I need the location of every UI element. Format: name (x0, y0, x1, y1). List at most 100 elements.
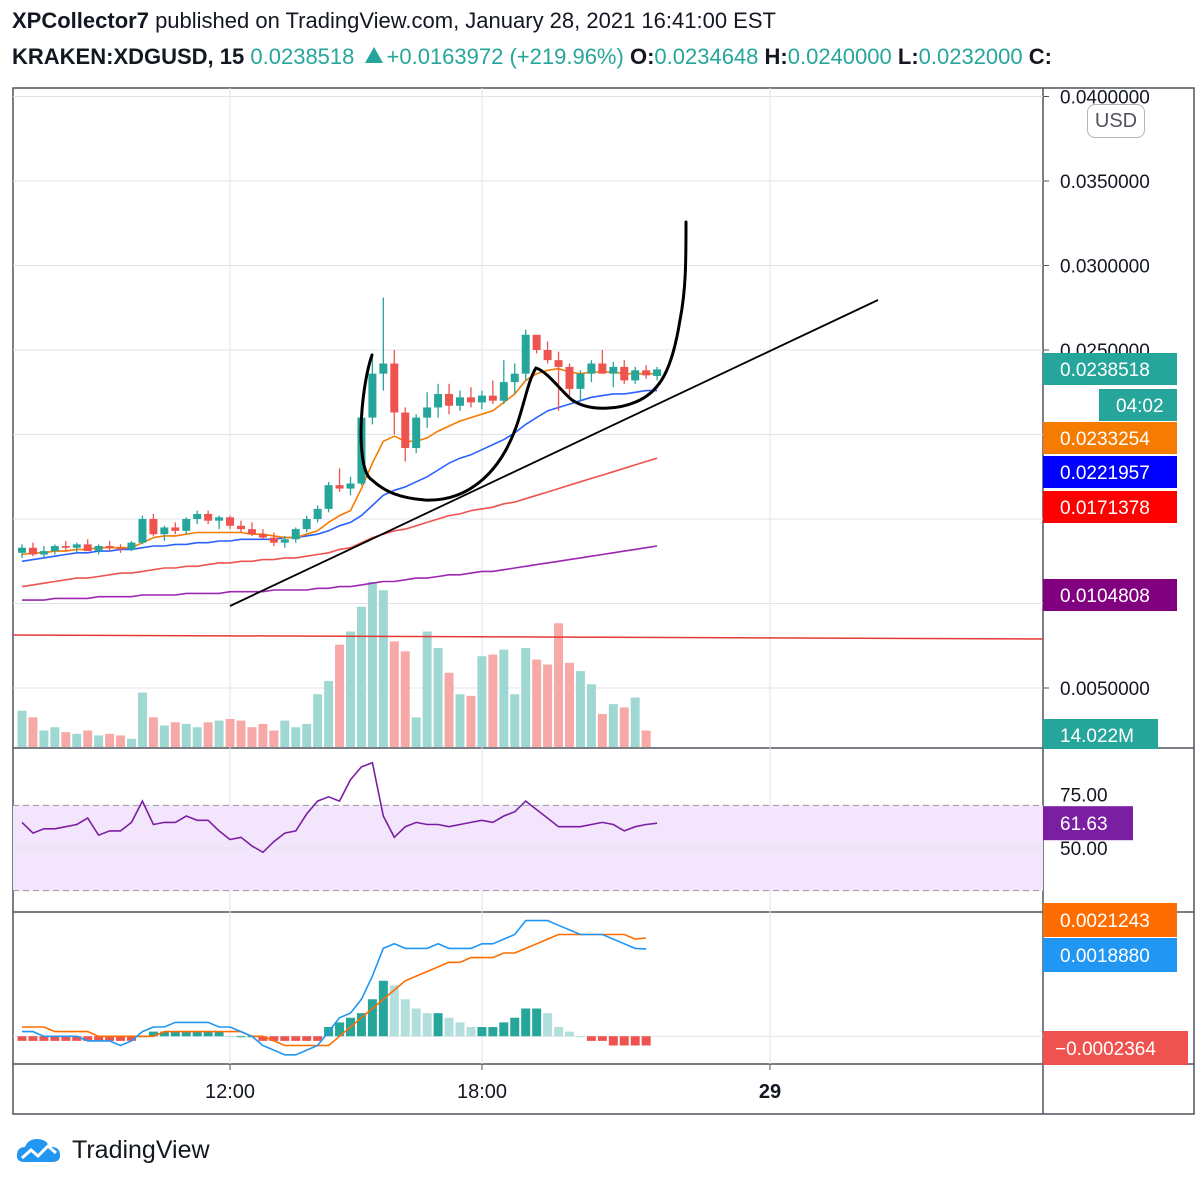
cup-handle-drawing (359, 220, 688, 502)
macd-histogram-bar (127, 1036, 136, 1041)
candle-body (477, 395, 486, 403)
macd-histogram-bar (466, 1027, 476, 1037)
macd-histogram-bar (477, 1027, 487, 1037)
candle-body (521, 334, 530, 374)
macd-histogram-bar (94, 1036, 104, 1041)
macd-histogram-bar (532, 1008, 542, 1037)
rsi-tick-label: 50.00 (1060, 839, 1108, 860)
volume-bar (466, 695, 476, 747)
volume-bar (444, 672, 454, 747)
macd-histogram-bar (105, 1036, 115, 1041)
volume-bar (170, 722, 180, 747)
high-label: H: (764, 44, 788, 69)
candle-body (565, 366, 574, 389)
volume-bar (302, 723, 312, 747)
chart-canvas[interactable]: 0.04000000.03500000.03000000.02500000.00… (0, 0, 1204, 1130)
candle-body (171, 527, 180, 531)
volume-bar (477, 656, 487, 747)
macd-histogram-bar (148, 1031, 158, 1037)
candle-body (346, 483, 355, 489)
open-label: O: (629, 44, 655, 69)
tradingview-logo-icon (16, 1139, 61, 1162)
volume-bar (214, 720, 224, 747)
candle-body (105, 546, 114, 548)
candle-body (83, 544, 92, 552)
candle-body (138, 519, 147, 543)
price-scale-label (1043, 353, 1177, 385)
candle-body (434, 393, 443, 408)
volume-bar (356, 606, 366, 747)
price-tick-label: 0.0300000 (1060, 257, 1150, 278)
volume-bar (488, 654, 498, 747)
candle-body (226, 517, 235, 526)
candle-body (653, 369, 662, 376)
volume-bar (72, 733, 82, 747)
up-triangle-icon (364, 47, 383, 63)
time-tick-label: 18:00 (457, 1081, 507, 1103)
candle-body (39, 551, 48, 555)
candle-body (215, 517, 224, 521)
candle-body (510, 373, 519, 383)
macd-scale-label-text: −0.0002364 (1055, 1039, 1156, 1060)
candle-body (642, 370, 651, 376)
candle-body (609, 366, 618, 374)
macd-scale-label (1043, 1031, 1188, 1065)
currency-button[interactable]: USD (1087, 104, 1145, 138)
candle-body (127, 542, 136, 550)
macd-histogram-bar (455, 1022, 465, 1037)
macd-histogram-bar (488, 1027, 498, 1037)
macd-histogram-bar (608, 1036, 618, 1046)
time-tick-label: 29 (759, 1081, 781, 1103)
macd-histogram-bar (378, 980, 388, 1037)
volume-bar (433, 648, 443, 747)
volume-bar (455, 694, 465, 747)
candle-body (61, 546, 70, 548)
volume-bar (137, 692, 147, 747)
candle-body (28, 547, 37, 555)
volume-bar (203, 722, 213, 747)
macd-histogram-bar (565, 1031, 574, 1037)
macd-histogram-bar (236, 1036, 246, 1038)
candle-body (412, 417, 421, 449)
publish-line: XPCollector7 published on TradingView.co… (12, 8, 776, 34)
candle-body (302, 519, 311, 530)
rsi-scale-label-text: 61.63 (1060, 814, 1108, 835)
price-scale-label (1043, 491, 1177, 523)
macd-histogram-bar (302, 1036, 312, 1041)
candle-body (247, 529, 256, 535)
volume-bar (510, 694, 520, 747)
macd-histogram-bar (159, 1031, 169, 1037)
last-price: 0.0238518 (250, 44, 355, 69)
macd-histogram-bar (17, 1036, 27, 1041)
volume-bar (532, 659, 542, 747)
volume-bar (422, 631, 432, 747)
rsi-scale-label (1043, 806, 1133, 841)
trendline-drawing (229, 299, 879, 607)
candle-body (620, 366, 629, 381)
macd-scale-label (1043, 938, 1177, 972)
close-label: C: (1028, 44, 1052, 69)
candle-body (456, 397, 464, 406)
volume-bar (389, 641, 399, 747)
candle-body (116, 547, 125, 550)
candle-body (18, 547, 26, 553)
volume-bar (554, 623, 564, 747)
macd-histogram-bar (291, 1036, 301, 1041)
volume-bar (324, 681, 334, 747)
macd-histogram-bar (543, 1013, 553, 1037)
volume-bar (586, 684, 596, 747)
candle-body (280, 539, 289, 543)
candle-body (182, 519, 191, 531)
candle-body (554, 360, 563, 367)
volume-bar (499, 649, 509, 747)
candle-body (313, 508, 322, 519)
volume-bar (105, 733, 115, 747)
macd-scale-label (1043, 903, 1177, 937)
macd-histogram-bar (586, 1036, 596, 1041)
symbol-label[interactable]: KRAKEN:XDGUSD, 15 (12, 44, 245, 69)
author-name[interactable]: XPCollector7 (12, 8, 149, 33)
volume-bar (280, 720, 290, 747)
price-scale-label-text: 0.0238518 (1060, 360, 1150, 381)
price-tick-label: 0.0400000 (1060, 88, 1150, 109)
macd-histogram-bar (335, 1022, 345, 1037)
